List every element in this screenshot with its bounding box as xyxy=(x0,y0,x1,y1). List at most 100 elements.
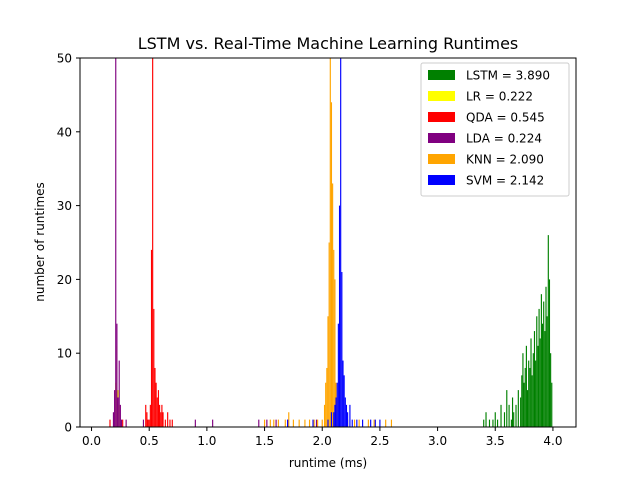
bar-qda xyxy=(122,419,124,427)
bar-svm xyxy=(333,412,335,427)
x-axis-label: runtime (ms) xyxy=(289,456,367,470)
bar-knn xyxy=(326,367,328,427)
bar-knn xyxy=(333,249,335,427)
legend-label-qda: QDA = 0.545 xyxy=(466,111,545,125)
bar-svm xyxy=(312,419,314,427)
y-axis-label: number of runtimes xyxy=(33,182,47,302)
bar-lstm xyxy=(540,294,542,427)
bar-lstm xyxy=(536,316,538,427)
bar-lstm xyxy=(503,412,506,427)
bar-knn xyxy=(313,419,315,427)
bar-knn xyxy=(332,183,334,427)
bar-svm xyxy=(379,419,381,427)
chart-title: LSTM vs. Real-Time Machine Learning Runt… xyxy=(138,34,519,53)
bar-lstm xyxy=(510,419,512,427)
bar-knn xyxy=(323,404,326,427)
legend: LSTM = 3.890 LR = 0.222 QDA = 0.545 LDA = 0… xyxy=(420,62,570,197)
bar-knn xyxy=(330,102,333,427)
bar-knn xyxy=(329,58,331,427)
bar-svm xyxy=(349,404,351,427)
x-tick-label: 2.0 xyxy=(313,434,332,448)
bar-lstm xyxy=(525,345,527,427)
y-tick-label: 0 xyxy=(64,421,72,435)
bar-lstm xyxy=(496,419,499,427)
bar-svm xyxy=(344,397,346,427)
bar-lda xyxy=(115,58,117,427)
bar-qda xyxy=(167,412,169,427)
bar-svm xyxy=(351,419,353,427)
bar-qda xyxy=(157,390,160,427)
bar-qda xyxy=(159,404,161,427)
bar-lstm xyxy=(524,367,526,427)
bar-lstm xyxy=(539,338,541,427)
bar-knn xyxy=(353,419,356,427)
bar-qda xyxy=(152,58,154,427)
bar-lstm xyxy=(523,382,525,427)
legend-swatch-knn xyxy=(428,154,455,164)
bar-svm xyxy=(287,419,289,427)
bar-knn xyxy=(298,419,300,427)
legend-label-lda: LDA = 0.224 xyxy=(466,132,542,146)
bar-lstm xyxy=(550,353,552,427)
bar-lstm xyxy=(545,286,547,427)
bar-lstm xyxy=(533,331,536,427)
bar-lda xyxy=(116,323,118,427)
bar-qda xyxy=(162,412,164,427)
bar-knn xyxy=(373,419,375,427)
bar-qda xyxy=(161,404,163,427)
bar-lstm xyxy=(494,412,496,427)
bar-svm xyxy=(343,375,345,427)
bar-qda xyxy=(148,419,150,427)
plot-frame xyxy=(79,57,577,428)
bar-lstm xyxy=(544,331,546,427)
bar-lstm xyxy=(532,353,534,427)
bar-qda xyxy=(156,397,158,427)
x-tick-label: 0.5 xyxy=(140,434,159,448)
bar-qda xyxy=(164,419,166,427)
bar-knn xyxy=(390,419,393,427)
bar-svm xyxy=(335,397,337,427)
bar-svm xyxy=(362,419,364,427)
legend-swatch-lstm xyxy=(428,70,455,80)
bars-layer xyxy=(109,58,553,427)
bar-lstm xyxy=(551,382,553,427)
bar-lda xyxy=(114,390,116,427)
bar-knn xyxy=(277,419,279,427)
bar-knn xyxy=(304,419,306,427)
bar-svm xyxy=(356,419,358,427)
legend-label-knn: KNN = 2.090 xyxy=(466,153,544,167)
bar-lstm xyxy=(541,323,544,427)
bar-lstm xyxy=(515,404,517,427)
bar-lda xyxy=(125,419,127,427)
bar-qda xyxy=(150,249,153,427)
bar-lstm xyxy=(546,316,548,427)
bar-knn xyxy=(263,419,266,427)
x-tick-label: 2.5 xyxy=(370,434,389,448)
bar-qda xyxy=(169,419,171,427)
bar-lda xyxy=(117,397,119,427)
bar-knn xyxy=(269,419,271,427)
bar-lda xyxy=(120,419,123,427)
bar-qda xyxy=(145,404,147,427)
bar-svm xyxy=(345,404,348,427)
bar-lstm xyxy=(526,390,529,427)
legend-label-lstm: LSTM = 3.890 xyxy=(466,69,550,83)
y-tick-label: 10 xyxy=(57,347,72,361)
bar-lstm xyxy=(508,404,510,427)
x-axis-ticks: 0.0 0.5 1.0 1.5 2.0 2.5 3.0 3.5 4.0 xyxy=(82,427,562,448)
x-tick-label: 1.5 xyxy=(255,434,274,448)
y-tick-label: 40 xyxy=(57,125,72,139)
x-tick-label: 3.5 xyxy=(486,434,505,448)
bar-svm xyxy=(374,419,376,427)
bar-lstm xyxy=(522,353,524,427)
y-tick-label: 50 xyxy=(57,52,72,66)
bar-qda xyxy=(153,308,155,427)
bar-lstm xyxy=(537,345,539,427)
bar-svm xyxy=(347,412,349,427)
bar-svm xyxy=(330,412,333,427)
bar-knn xyxy=(321,419,323,427)
bar-svm xyxy=(327,419,329,427)
bar-lda xyxy=(275,419,277,427)
bar-svm xyxy=(334,404,336,427)
bar-lstm xyxy=(548,279,551,427)
